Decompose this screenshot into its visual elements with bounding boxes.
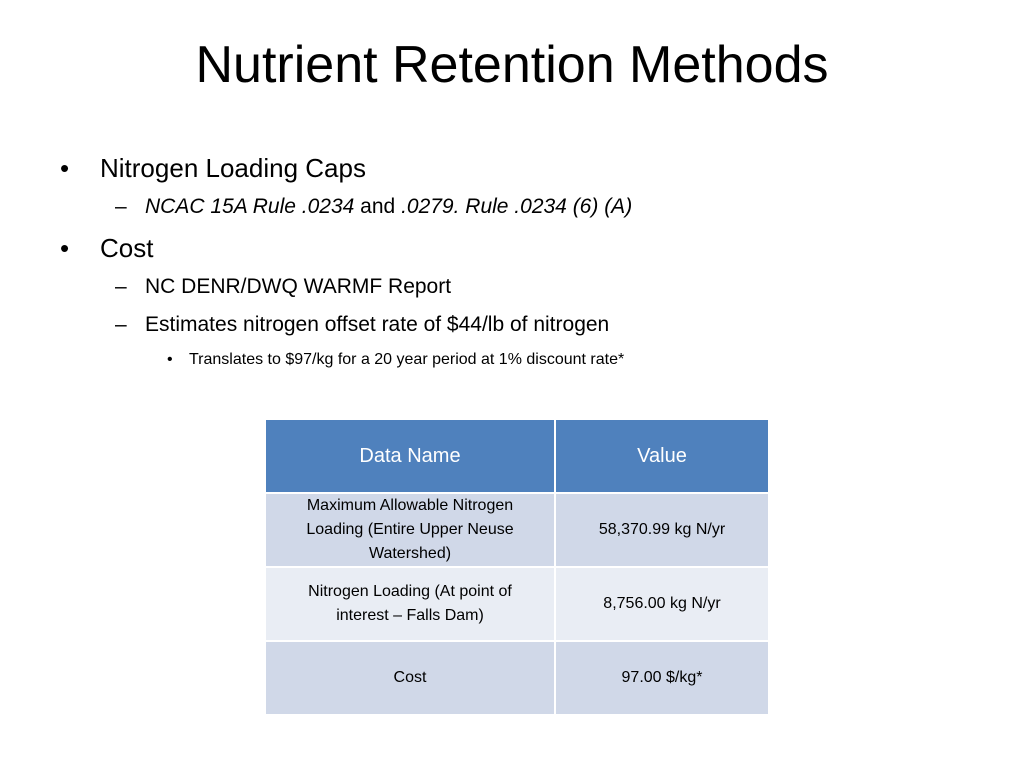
sub-sub-bullet-text: Translates to $97/kg for a 20 year perio… xyxy=(189,351,625,368)
table-row: Maximum Allowable Nitrogen Loading (Enti… xyxy=(264,492,770,568)
rule-citation-1: NCAC 15A Rule .0234 xyxy=(145,195,355,218)
sub-bullet-rule: – NCAC 15A Rule .0234 and .0279. Rule .0… xyxy=(60,192,980,222)
bullet-nitrogen-loading-caps: • Nitrogen Loading Caps xyxy=(60,150,980,186)
sub-bullet-estimates: – Estimates nitrogen offset rate of $44/… xyxy=(60,310,980,340)
table-cell-value: 97.00 $/kg* xyxy=(554,640,770,716)
table-cell-value: 58,370.99 kg N/yr xyxy=(554,492,770,568)
table-cell-value: 8,756.00 kg N/yr xyxy=(554,566,770,642)
bullet-icon: • xyxy=(167,351,173,368)
header-data-name: Data Name xyxy=(264,418,556,494)
table-row: Cost 97.00 $/kg* xyxy=(264,640,770,716)
data-table: Data Name Value Maximum Allowable Nitrog… xyxy=(264,418,770,716)
table-cell-name: Cost xyxy=(264,640,556,716)
table-header-row: Data Name Value xyxy=(264,418,770,494)
dash-icon: – xyxy=(115,313,127,336)
table-cell-name: Maximum Allowable Nitrogen Loading (Enti… xyxy=(264,492,556,568)
slide-title: Nutrient Retention Methods xyxy=(195,36,829,94)
rule-citation-2: .0279. Rule .0234 (6) (A) xyxy=(401,195,633,218)
bullet-icon: • xyxy=(60,233,70,263)
dash-icon: – xyxy=(115,195,127,218)
table-row: Nitrogen Loading (At point of interest –… xyxy=(264,566,770,642)
bullet-list: • Nitrogen Loading Caps – NCAC 15A Rule … xyxy=(60,150,980,378)
bullet-icon: • xyxy=(60,153,70,183)
bullet-text: Cost xyxy=(100,233,154,263)
sub-bullet-text: Estimates nitrogen offset rate of $44/lb… xyxy=(145,313,610,336)
rule-and: and xyxy=(354,195,402,218)
sub-bullet-report: – NC DENR/DWQ WARMF Report xyxy=(60,272,980,302)
header-value: Value xyxy=(554,418,770,494)
sub-sub-bullet-translates: • Translates to $97/kg for a 20 year per… xyxy=(60,348,980,372)
bullet-cost: • Cost xyxy=(60,230,980,266)
bullet-text: Nitrogen Loading Caps xyxy=(100,153,366,183)
table-cell-name: Nitrogen Loading (At point of interest –… xyxy=(264,566,556,642)
sub-bullet-text: NC DENR/DWQ WARMF Report xyxy=(145,275,452,298)
dash-icon: – xyxy=(115,275,127,298)
